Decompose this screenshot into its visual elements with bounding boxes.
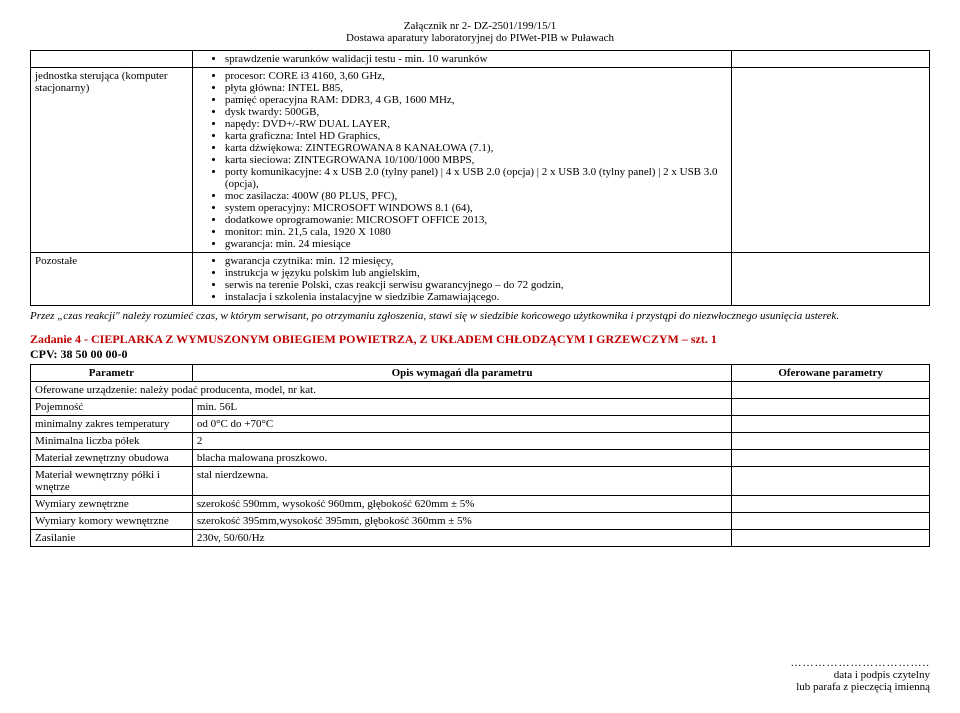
row2-b9: moc zasilacza: 400W (80 PLUS, PFC), bbox=[225, 190, 727, 202]
r2-o bbox=[732, 433, 930, 450]
spec-table-top: sprawdzenie warunków walidacji testu - m… bbox=[30, 50, 930, 306]
r5-d: szerokość 590mm, wysokość 960mm, głęboko… bbox=[192, 496, 731, 513]
footer-line1: data i podpis czytelny bbox=[30, 669, 930, 681]
r2-d: 2 bbox=[192, 433, 731, 450]
spec-table-bottom: Parametr Opis wymagań dla parametru Ofer… bbox=[30, 364, 930, 547]
r3-o bbox=[732, 450, 930, 467]
footer-signature: …………………………….. data i podpis czytelny lub… bbox=[30, 657, 930, 693]
row1-b0: sprawdzenie warunków walidacji testu - m… bbox=[225, 53, 727, 65]
row2-b3: dysk twardy: 500GB, bbox=[225, 106, 727, 118]
row1-offered bbox=[732, 51, 930, 68]
row2-param: jednostka sterująca (komputer stacjonarn… bbox=[31, 68, 193, 253]
row2-b13: gwarancja: min. 24 miesiące bbox=[225, 238, 727, 250]
reaction-time-note: Przez „czas reakcji" należy rozumieć cza… bbox=[30, 310, 930, 322]
row3-b3: instalacja i szkolenia instalacyjne w si… bbox=[225, 291, 727, 303]
row2-b7: karta sieciowa: ZINTEGROWANA 10/100/1000… bbox=[225, 154, 727, 166]
row2-b4: napędy: DVD+/-RW DUAL LAYER, bbox=[225, 118, 727, 130]
row2-desc: procesor: CORE i3 4160, 3,60 GHz, płyta … bbox=[192, 68, 731, 253]
row2-offered bbox=[732, 68, 930, 253]
header-line-1: Załącznik nr 2- DZ-2501/199/15/1 bbox=[30, 20, 930, 32]
r1-d: od 0°C do +70°C bbox=[192, 416, 731, 433]
r7-d: 230v, 50/60/Hz bbox=[192, 530, 731, 547]
r3-d: blacha malowana proszkowo. bbox=[192, 450, 731, 467]
row3-desc: gwarancja czytnika: min. 12 miesięcy, in… bbox=[192, 253, 731, 306]
row3-b0: gwarancja czytnika: min. 12 miesięcy, bbox=[225, 255, 727, 267]
th-desc: Opis wymagań dla parametru bbox=[192, 365, 731, 382]
header-line-2: Dostawa aparatury laboratoryjnej do PIWe… bbox=[30, 32, 930, 44]
r5-o bbox=[732, 496, 930, 513]
row2-b12: monitor: min. 21,5 cala, 1920 X 1080 bbox=[225, 226, 727, 238]
row3-offered bbox=[732, 253, 930, 306]
th-offered: Oferowane parametry bbox=[732, 365, 930, 382]
row2-b10: system operacyjny: MICROSOFT WINDOWS 8.1… bbox=[225, 202, 727, 214]
device-note-offered bbox=[732, 382, 930, 399]
r0-p: Pojemność bbox=[31, 399, 193, 416]
r5-p: Wymiary zewnętrzne bbox=[31, 496, 193, 513]
r2-p: Minimalna liczba półek bbox=[31, 433, 193, 450]
r4-d: stal nierdzewna. bbox=[192, 467, 731, 496]
r1-o bbox=[732, 416, 930, 433]
r6-o bbox=[732, 513, 930, 530]
r0-o bbox=[732, 399, 930, 416]
task-heading: Zadanie 4 - CIEPLARKA Z WYMUSZONYM OBIEG… bbox=[30, 332, 930, 347]
r4-p: Materiał wewnętrzny półki i wnętrze bbox=[31, 467, 193, 496]
row2-b11: dodatkowe oprogramowanie: MICROSOFT OFFI… bbox=[225, 214, 727, 226]
row3-b2: serwis na terenie Polski, czas reakcji s… bbox=[225, 279, 727, 291]
footer-dots: …………………………….. bbox=[30, 657, 930, 669]
row1-desc: sprawdzenie warunków walidacji testu - m… bbox=[192, 51, 731, 68]
th-param: Parametr bbox=[31, 365, 193, 382]
row3-param: Pozostałe bbox=[31, 253, 193, 306]
row3-b1: instrukcja w języku polskim lub angielsk… bbox=[225, 267, 727, 279]
r7-o bbox=[732, 530, 930, 547]
r4-o bbox=[732, 467, 930, 496]
row2-b5: karta graficzna: Intel HD Graphics, bbox=[225, 130, 727, 142]
r0-d: min. 56L bbox=[192, 399, 731, 416]
row2-b2: pamięć operacyjna RAM: DDR3, 4 GB, 1600 … bbox=[225, 94, 727, 106]
row1-param bbox=[31, 51, 193, 68]
r1-p: minimalny zakres temperatury bbox=[31, 416, 193, 433]
task-cpv: CPV: 38 50 00 00-0 bbox=[30, 347, 930, 362]
row2-b6: karta dźwiękowa: ZINTEGROWANA 8 KANAŁOWA… bbox=[225, 142, 727, 154]
row2-b8: porty komunikacyjne: 4 x USB 2.0 (tylny … bbox=[225, 166, 727, 190]
r6-p: Wymiary komory wewnętrzne bbox=[31, 513, 193, 530]
row2-b0: procesor: CORE i3 4160, 3,60 GHz, bbox=[225, 70, 727, 82]
row2-b1: płyta główna: INTEL B85, bbox=[225, 82, 727, 94]
r7-p: Zasilanie bbox=[31, 530, 193, 547]
doc-header: Załącznik nr 2- DZ-2501/199/15/1 Dostawa… bbox=[30, 20, 930, 44]
device-note: Oferowane urządzenie: należy podać produ… bbox=[31, 382, 732, 399]
r6-d: szerokość 395mm,wysokość 395mm, głębokoś… bbox=[192, 513, 731, 530]
r3-p: Materiał zewnętrzny obudowa bbox=[31, 450, 193, 467]
